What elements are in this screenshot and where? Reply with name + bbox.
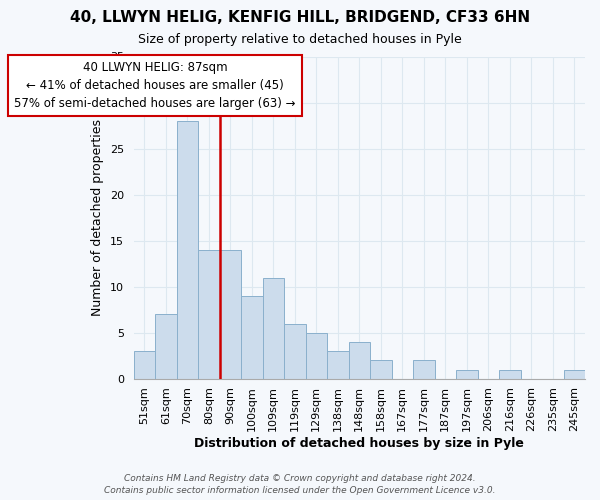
Bar xyxy=(134,351,155,379)
Text: Size of property relative to detached houses in Pyle: Size of property relative to detached ho… xyxy=(138,32,462,46)
Bar xyxy=(241,296,263,379)
Bar xyxy=(349,342,370,379)
Bar xyxy=(220,250,241,379)
Bar xyxy=(155,314,176,379)
Bar xyxy=(563,370,585,379)
Text: Contains HM Land Registry data © Crown copyright and database right 2024.
Contai: Contains HM Land Registry data © Crown c… xyxy=(104,474,496,495)
Bar xyxy=(413,360,434,379)
X-axis label: Distribution of detached houses by size in Pyle: Distribution of detached houses by size … xyxy=(194,437,524,450)
Bar xyxy=(305,333,327,379)
Text: 40 LLWYN HELIG: 87sqm
← 41% of detached houses are smaller (45)
57% of semi-deta: 40 LLWYN HELIG: 87sqm ← 41% of detached … xyxy=(14,61,296,110)
Y-axis label: Number of detached properties: Number of detached properties xyxy=(91,119,104,316)
Bar xyxy=(327,351,349,379)
Bar xyxy=(499,370,521,379)
Bar xyxy=(370,360,392,379)
Bar xyxy=(198,250,220,379)
Text: 40, LLWYN HELIG, KENFIG HILL, BRIDGEND, CF33 6HN: 40, LLWYN HELIG, KENFIG HILL, BRIDGEND, … xyxy=(70,10,530,25)
Bar xyxy=(456,370,478,379)
Bar xyxy=(284,324,305,379)
Bar xyxy=(176,121,198,379)
Bar xyxy=(263,278,284,379)
